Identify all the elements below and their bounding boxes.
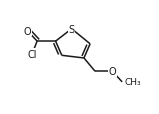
Text: O: O bbox=[108, 67, 116, 77]
Text: S: S bbox=[69, 25, 75, 34]
Text: O: O bbox=[24, 26, 31, 36]
Text: Cl: Cl bbox=[28, 49, 37, 59]
Text: CH₃: CH₃ bbox=[125, 78, 141, 87]
